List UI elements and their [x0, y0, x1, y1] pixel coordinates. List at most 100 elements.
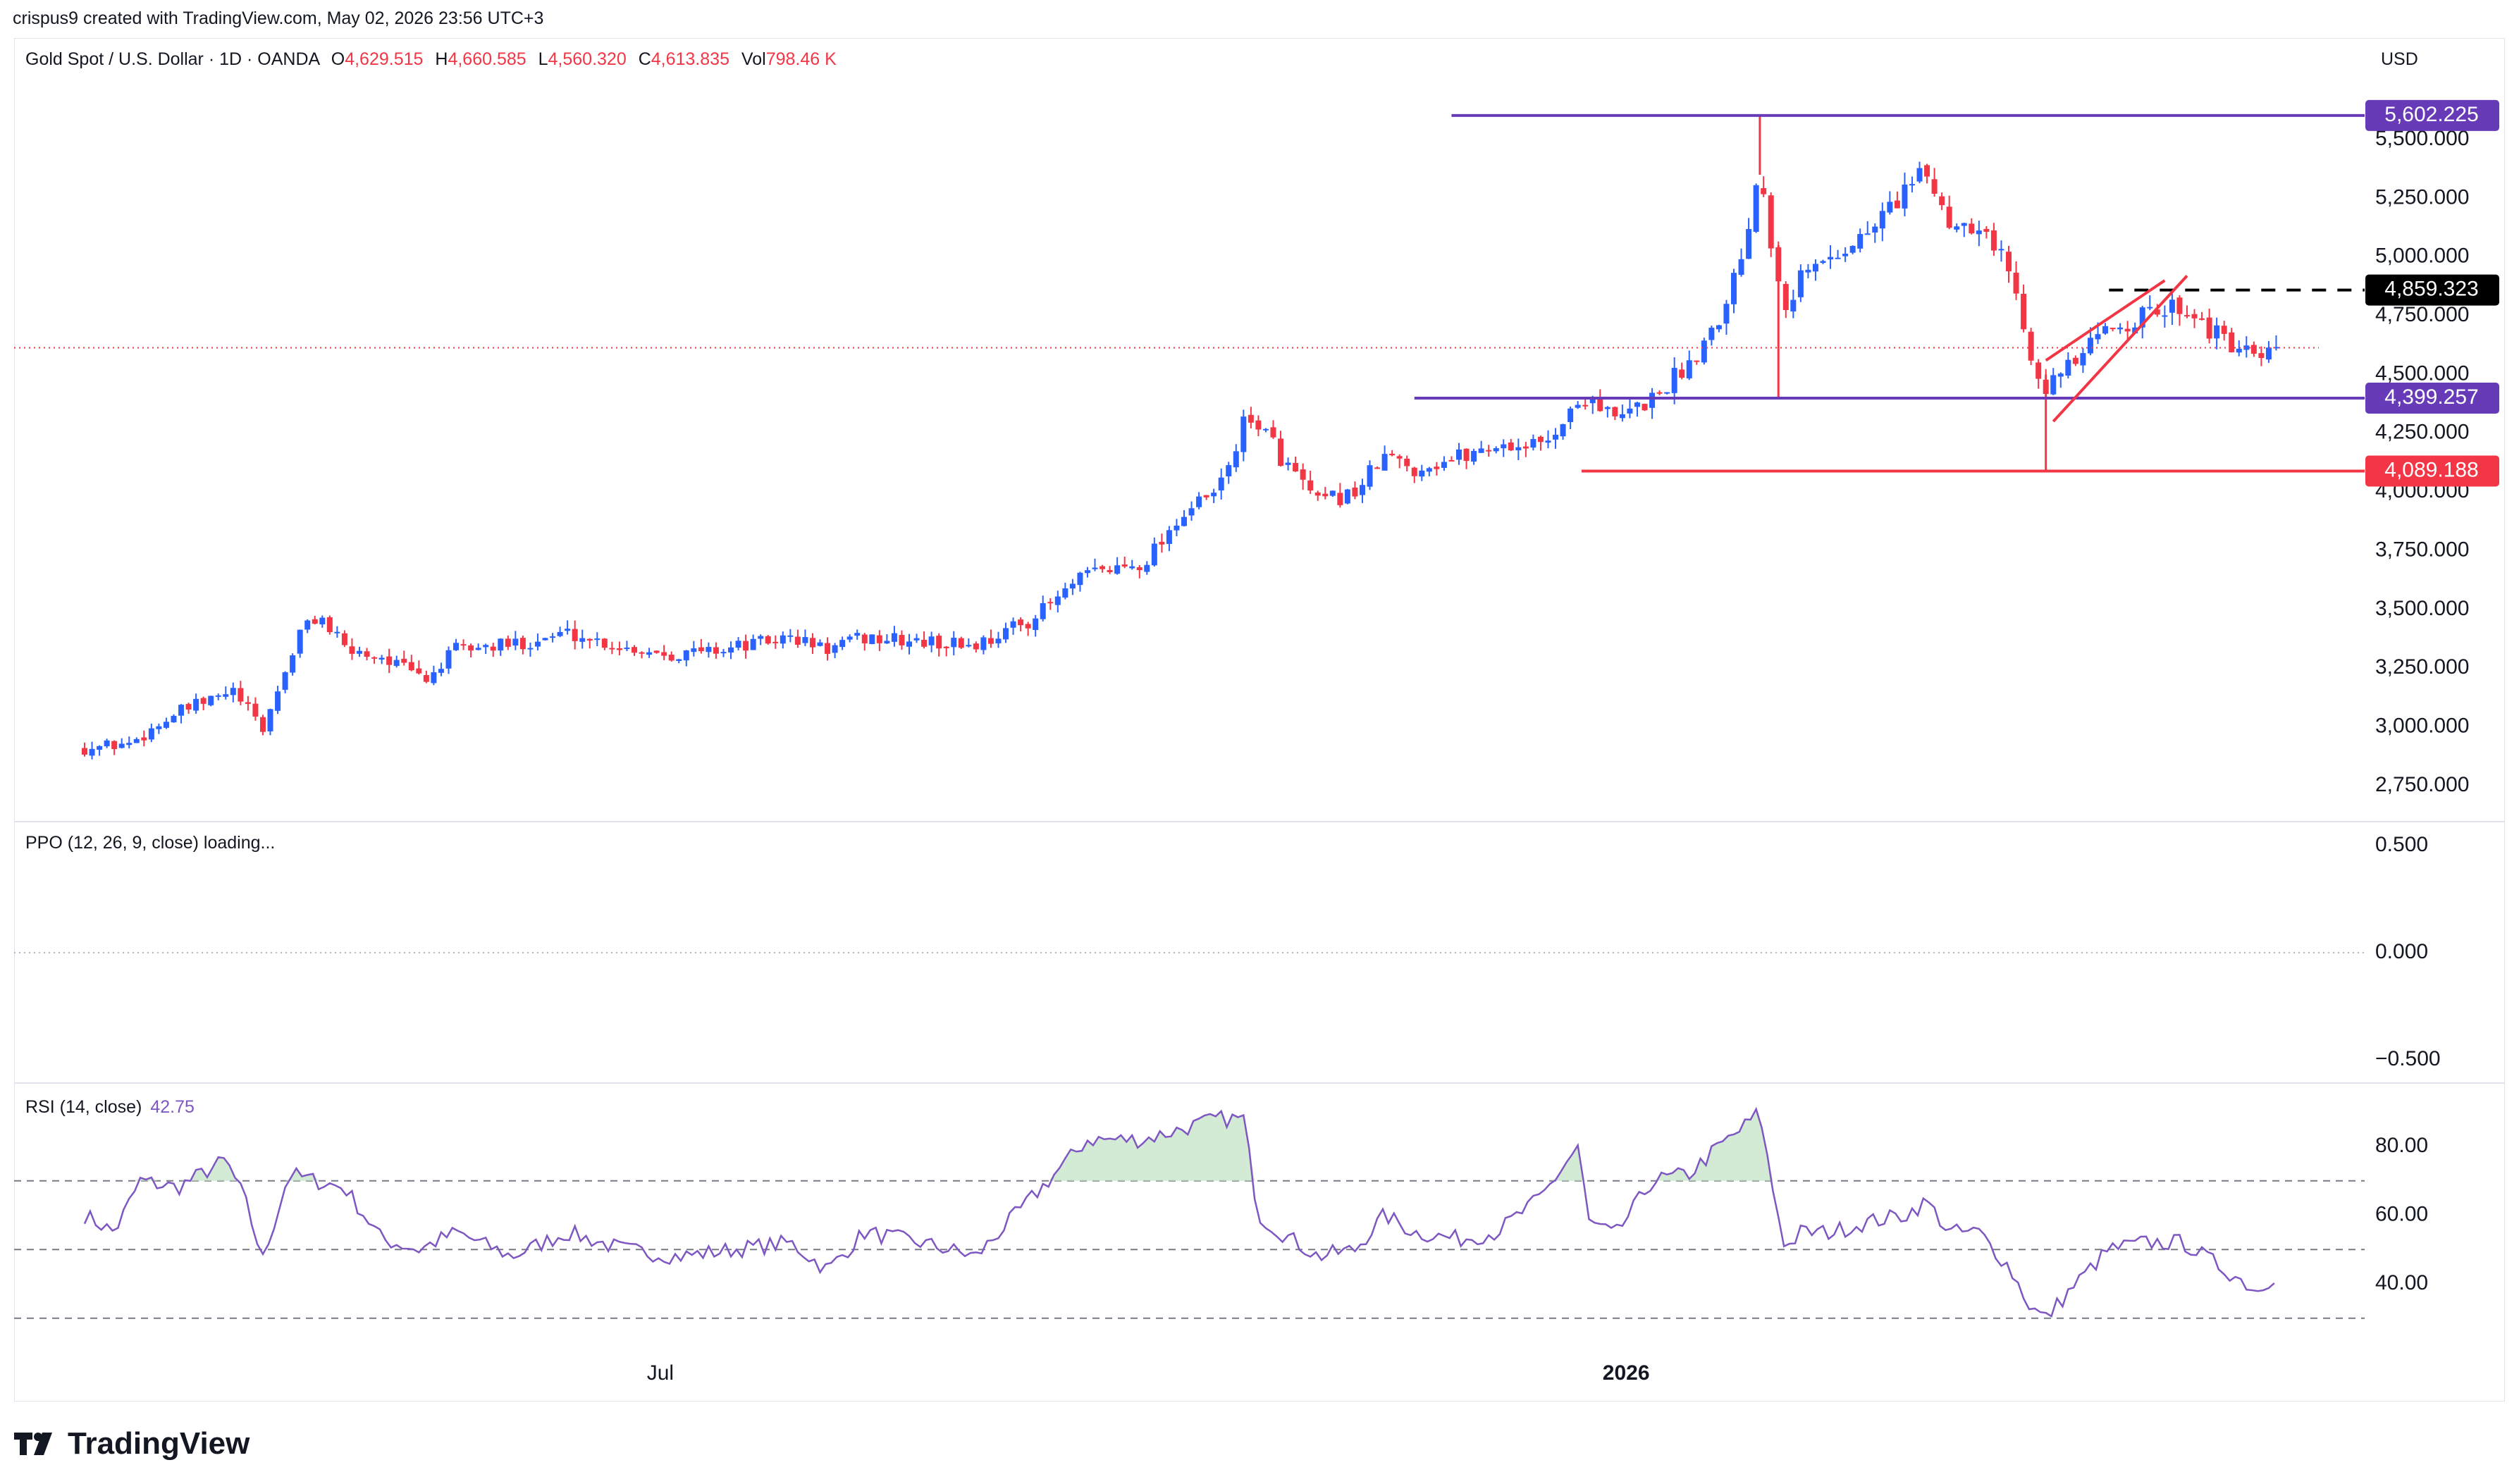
candle	[2021, 294, 2027, 330]
candle	[1887, 202, 1893, 213]
candle	[2065, 359, 2071, 376]
candle	[371, 657, 378, 659]
candle	[1753, 185, 1759, 232]
symbol-legend[interactable]: Gold Spot / U.S. Dollar · 1D · OANDA O4,…	[25, 49, 837, 70]
candle	[1879, 211, 1885, 229]
candle	[1040, 602, 1046, 619]
candle	[809, 638, 815, 648]
candle	[1121, 564, 1128, 567]
candle	[1939, 196, 1945, 206]
candle	[1575, 404, 1581, 408]
candle	[1203, 495, 1209, 497]
candle	[1278, 438, 1284, 466]
rsi-legend-value: 42.75	[150, 1097, 195, 1117]
candle	[282, 672, 288, 690]
candle	[1916, 168, 1923, 182]
candle	[869, 634, 875, 645]
candle	[1797, 270, 1804, 297]
candle	[1954, 226, 1960, 230]
candle	[1805, 269, 1811, 273]
candle	[1441, 462, 1447, 468]
ppo-legend[interactable]: PPO (12, 26, 9, close) loading...	[25, 833, 276, 853]
candle	[1522, 446, 1529, 449]
candle	[691, 648, 697, 653]
candle	[1835, 257, 1841, 259]
candle	[267, 709, 273, 731]
candle	[1329, 490, 1336, 496]
price-axis-tick-label: 3,500.000	[2375, 597, 2469, 620]
candle	[490, 646, 496, 651]
candle	[1419, 470, 1425, 477]
price-axis-tick-label: 3,750.000	[2375, 538, 2469, 561]
candle	[1270, 427, 1276, 438]
candle	[1456, 449, 1462, 460]
candle	[1568, 408, 1574, 422]
candle	[1589, 397, 1596, 404]
price-axis-tick-label: 4,250.000	[2375, 421, 2469, 444]
candle	[966, 645, 972, 647]
candle	[958, 638, 964, 648]
candle	[1738, 259, 1744, 275]
candle	[1857, 234, 1864, 249]
candle	[1003, 628, 1009, 640]
price-level-label: 4,859.323	[2384, 278, 2478, 301]
price-axis-tick-label: 5,000.000	[2375, 245, 2469, 268]
rsi-overbought-fill	[85, 1109, 2274, 1181]
price-level-label: 4,399.257	[2384, 385, 2478, 409]
candle	[1129, 566, 1135, 569]
candle	[743, 641, 749, 651]
candle	[200, 698, 207, 704]
candle	[906, 641, 912, 647]
candle	[416, 668, 422, 674]
candle	[1976, 230, 1982, 235]
low-value: 4,560.320	[548, 49, 627, 69]
candle	[846, 636, 853, 640]
candle	[215, 695, 221, 697]
candle	[460, 644, 467, 646]
rsi-legend[interactable]: RSI (14, close) 42.75	[25, 1097, 195, 1118]
candle	[2199, 318, 2205, 320]
candle	[297, 629, 303, 654]
candle	[341, 633, 347, 645]
candle	[825, 643, 831, 654]
currency-label[interactable]: USD	[2381, 49, 2418, 69]
candle	[1367, 465, 1373, 487]
candle	[118, 743, 125, 748]
candle	[1010, 621, 1016, 628]
candle	[1872, 226, 1878, 233]
candle	[2169, 299, 2175, 313]
candle	[1144, 564, 1150, 572]
candle	[223, 694, 229, 697]
candle	[126, 743, 133, 746]
candle	[1396, 456, 1403, 459]
candle	[438, 669, 444, 673]
candle	[468, 645, 474, 651]
candle	[1671, 368, 1677, 393]
candle	[1909, 184, 1915, 186]
candle	[1218, 477, 1224, 490]
time-axis-label: 2026	[1603, 1361, 1650, 1385]
candle	[1285, 462, 1291, 465]
candle	[668, 655, 675, 661]
rsi-axis-tick-label: 40.00	[2375, 1271, 2428, 1294]
candle	[252, 703, 259, 717]
candle	[1694, 360, 1700, 362]
candle	[653, 650, 660, 653]
candle	[1842, 254, 1849, 256]
candle	[839, 640, 846, 648]
tradingview-logo[interactable]: TradingView	[14, 1426, 250, 1461]
candle	[275, 691, 281, 711]
candle	[483, 645, 489, 648]
candle	[193, 698, 199, 711]
candle	[913, 638, 920, 641]
candle	[2147, 307, 2153, 309]
candle	[899, 635, 905, 645]
candle	[2176, 297, 2183, 314]
candle	[750, 638, 756, 650]
candle	[735, 641, 741, 648]
rsi-line	[83, 1106, 2275, 1318]
volume-value: 798.46 K	[765, 49, 837, 69]
candle	[1746, 229, 1752, 259]
price-level-label: 4,089.188	[2384, 458, 2478, 481]
